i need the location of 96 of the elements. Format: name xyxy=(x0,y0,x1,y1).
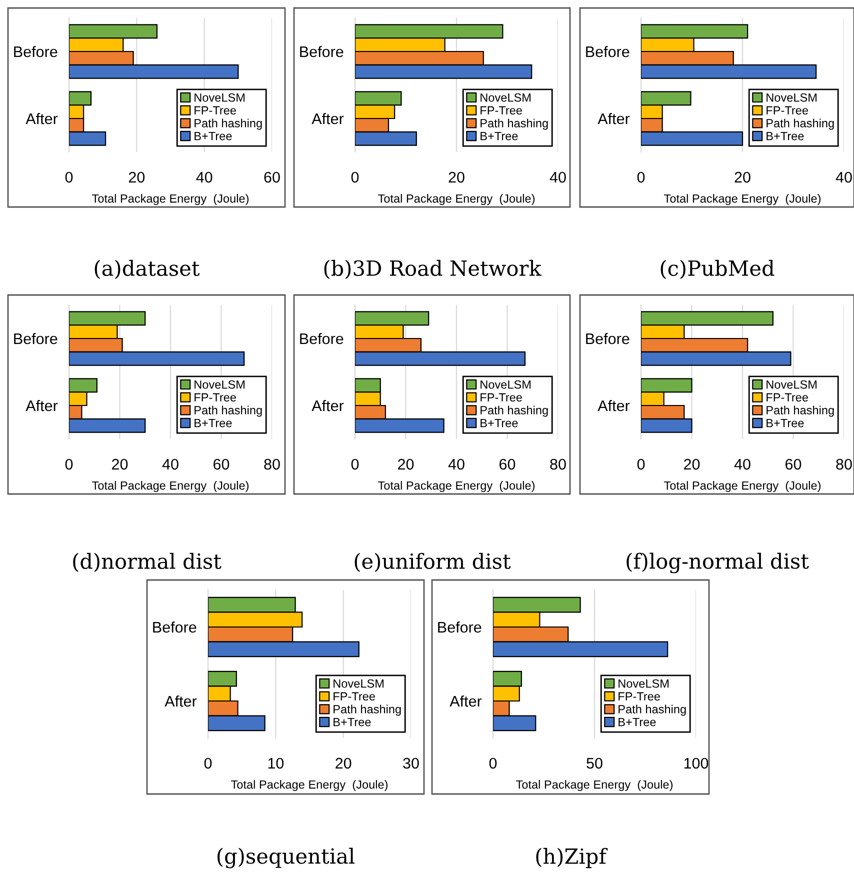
y-tick-label: Before xyxy=(14,46,58,58)
legend-label: NoveLSM xyxy=(480,380,531,389)
legend-label: NoveLSM xyxy=(194,93,245,102)
x-tick-label: 20 xyxy=(734,172,750,183)
x-tick-label: 40 xyxy=(162,458,178,470)
x-tick-label: 20 xyxy=(448,172,464,183)
x-axis-title: Total Package Energy (Joule) xyxy=(664,481,821,492)
legend-label: Path hashing xyxy=(194,406,262,417)
x-tick-label: 80 xyxy=(836,458,852,470)
x-tick-label: 20 xyxy=(336,758,352,769)
x-tick-label: 0 xyxy=(65,172,73,183)
legend-label: FP-Tree xyxy=(766,393,808,402)
x-tick-label: 0 xyxy=(351,172,359,183)
x-tick-label: 20 xyxy=(128,172,145,183)
x-tick-label: 20 xyxy=(684,458,700,470)
text: (a)dataset xyxy=(94,260,200,279)
text: (h)Zipf xyxy=(536,848,608,868)
legend-label: Path hashing xyxy=(334,704,401,716)
legend-label: NoveLSM xyxy=(334,679,384,688)
x-tick-label: 40 xyxy=(196,172,212,183)
x-tick-label: 10 xyxy=(268,758,284,769)
y-tick-label: Before xyxy=(438,621,482,633)
y-tick-label: After xyxy=(312,112,344,124)
text: (c)PubMed xyxy=(660,260,774,279)
x-tick-label: 30 xyxy=(403,758,419,769)
x-tick-label: 40 xyxy=(734,458,750,470)
legend-label: Path hashing xyxy=(766,118,834,130)
x-axis-title: Total Package Energy (Joule) xyxy=(378,194,535,206)
x-axis-title: Total Package Energy (Joule) xyxy=(92,194,249,206)
legend-label: B+Tree xyxy=(194,418,232,428)
x-tick-label: 20 xyxy=(112,458,128,470)
legend-label: NoveLSM xyxy=(618,679,669,688)
y-tick-label: After xyxy=(312,400,344,412)
legend-label: B+Tree xyxy=(766,418,804,428)
x-tick-label: 60 xyxy=(786,458,802,470)
legend-label: B+Tree xyxy=(480,132,518,140)
x-tick-label: 40 xyxy=(836,172,852,183)
legend-label: B+Tree xyxy=(480,418,518,428)
x-tick-label: 0 xyxy=(489,758,497,769)
legend-label: FP-Tree xyxy=(334,692,375,701)
y-tick-label: Before xyxy=(586,46,630,58)
y-tick-label: Before xyxy=(153,621,196,633)
legend-label: Path hashing xyxy=(480,118,548,130)
x-tick-label: 0 xyxy=(351,458,359,470)
y-tick-label: After xyxy=(164,695,197,707)
y-tick-label: After xyxy=(450,695,482,707)
legend-label: Path hashing xyxy=(766,406,834,417)
x-tick-label: 40 xyxy=(448,458,464,470)
legend-label: FP-Tree xyxy=(618,692,660,701)
x-tick-label: 80 xyxy=(264,458,280,470)
x-axis-title: Total Package Energy (Joule) xyxy=(231,780,388,792)
y-tick-label: After xyxy=(26,400,58,412)
x-axis-title: Total Package Energy (Joule) xyxy=(92,481,249,492)
x-tick-label: 80 xyxy=(550,458,566,470)
y-tick-label: After xyxy=(26,112,58,124)
x-tick-label: 60 xyxy=(214,458,230,470)
text: (g)sequential xyxy=(218,848,354,868)
x-tick-label: 0 xyxy=(637,172,645,183)
x-tick-label: 0 xyxy=(637,458,645,470)
legend-label: NoveLSM xyxy=(766,93,817,102)
legend-label: FP-Tree xyxy=(480,393,522,402)
y-tick-label: Before xyxy=(300,332,344,344)
y-tick-label: After xyxy=(598,400,630,412)
x-tick-label: 100 xyxy=(684,758,708,769)
legend-label: NoveLSM xyxy=(766,380,817,389)
legend-label: B+Tree xyxy=(334,718,371,726)
legend-label: Path hashing xyxy=(194,118,262,130)
x-tick-label: 60 xyxy=(500,458,516,470)
legend-label: Path hashing xyxy=(480,406,548,417)
x-tick-label: 20 xyxy=(398,458,414,470)
legend-label: B+Tree xyxy=(618,718,656,726)
legend-label: FP-Tree xyxy=(194,106,236,115)
legend-label: NoveLSM xyxy=(194,380,245,389)
y-tick-label: Before xyxy=(300,46,344,58)
x-tick-label: 40 xyxy=(550,172,566,183)
legend-label: NoveLSM xyxy=(480,93,531,102)
legend-label: FP-Tree xyxy=(194,393,236,402)
y-tick-label: Before xyxy=(14,332,58,344)
x-tick-label: 50 xyxy=(586,758,602,769)
y-tick-label: Before xyxy=(586,332,630,344)
legend-label: FP-Tree xyxy=(766,106,808,115)
x-tick-label: 0 xyxy=(65,458,73,470)
legend-label: FP-Tree xyxy=(480,106,522,115)
x-axis-title: Total Package Energy (Joule) xyxy=(516,780,673,792)
text: (e)uniform dist xyxy=(354,552,511,572)
text: (b)3D Road Network xyxy=(324,260,542,279)
legend-label: B+Tree xyxy=(766,132,804,140)
x-tick-label: 0 xyxy=(204,758,212,769)
x-axis-title: Total Package Energy (Joule) xyxy=(664,194,821,206)
y-tick-label: After xyxy=(598,112,630,124)
text: (d)normal dist xyxy=(73,552,222,572)
text: (f)log-normal dist xyxy=(626,552,809,574)
legend-label: Path hashing xyxy=(618,704,686,716)
x-axis-title: Total Package Energy (Joule) xyxy=(378,481,535,492)
x-tick-label: 60 xyxy=(264,172,280,183)
legend-label: B+Tree xyxy=(194,132,232,140)
